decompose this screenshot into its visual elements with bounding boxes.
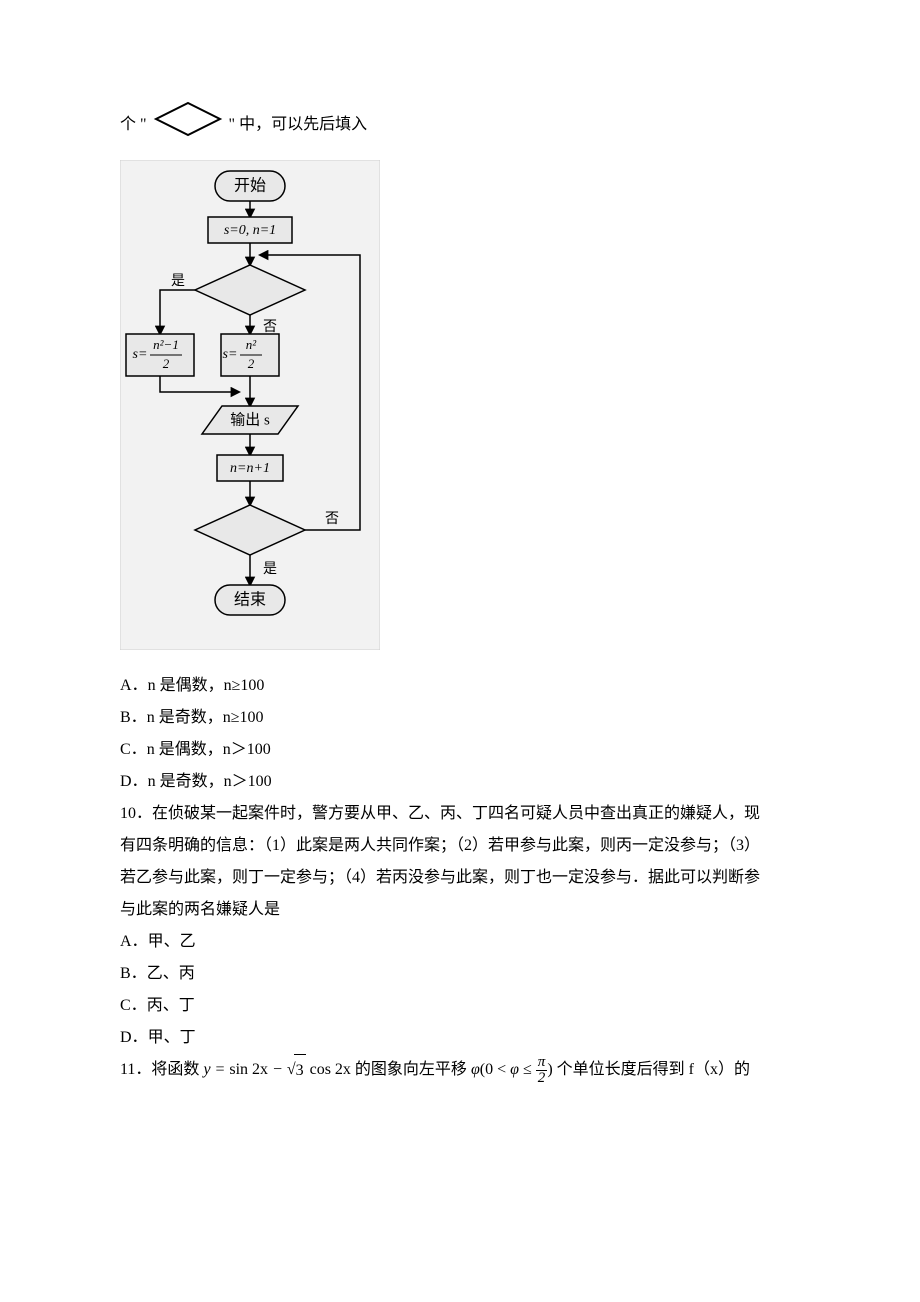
q10-option-b: B．乙、丙: [120, 958, 800, 990]
svg-text:否: 否: [263, 320, 277, 335]
svg-text:是: 是: [171, 274, 185, 289]
q9-options: A．n 是偶数，n≥100 B．n 是奇数，n≥100 C．n 是偶数，n＞10…: [120, 670, 800, 798]
svg-text:是: 是: [263, 562, 277, 577]
q9-option-a: A．n 是偶数，n≥100: [120, 670, 800, 702]
svg-text:n²: n²: [246, 337, 258, 352]
q10-line1: 10．在侦破某一起案件时，警方要从甲、乙、丙、丁四名可疑人员中查出真正的嫌疑人，…: [120, 798, 800, 830]
flowchart-svg: 是否否是 开始s=0, n=1s=n²−12s=n²2输出 sn=n+1结束: [120, 160, 380, 650]
q10-options: A．甲、乙 B．乙、丙 C．丙、丁 D．甲、丁: [120, 926, 800, 1054]
sqrt-icon: √3: [287, 1054, 306, 1087]
svg-text:s=: s=: [223, 347, 238, 362]
q10-option-a: A．甲、乙: [120, 926, 800, 958]
intro-suffix: " 中，可以先后填入: [229, 109, 368, 141]
q9-option-d: D．n 是奇数，n＞100: [120, 766, 800, 798]
q11: 11．将函数 y = sin 2x − √3 cos 2x 的图象向左平移 φ(…: [120, 1054, 800, 1087]
q9-option-c: C．n 是偶数，n＞100: [120, 734, 800, 766]
q10-line2: 有四条明确的信息：（1）此案是两人共同作案；（2）若甲参与此案，则丙一定没参与；…: [120, 830, 800, 862]
svg-text:否: 否: [325, 512, 339, 527]
svg-text:开始: 开始: [234, 177, 266, 195]
intro-prefix: 个 ": [120, 109, 147, 141]
svg-text:n²−1: n²−1: [153, 337, 179, 352]
q10-line3: 若乙参与此案，则丁一定参与；（4）若丙没参与此案，则丁也一定没参与．据此可以判断…: [120, 862, 800, 894]
svg-text:n=n+1: n=n+1: [230, 461, 270, 476]
svg-text:结束: 结束: [234, 591, 266, 609]
svg-text:2: 2: [163, 356, 170, 371]
svg-text:2: 2: [248, 356, 255, 371]
q11-formula: y = sin 2x − √3 cos 2x: [203, 1061, 354, 1078]
diamond-icon: [153, 100, 223, 150]
q11-phi: φ(0 < φ ≤ π2): [471, 1061, 557, 1078]
q9-intro-line: 个 " " 中，可以先后填入: [120, 100, 800, 150]
svg-text:输出 s: 输出 s: [230, 411, 270, 428]
q11-line1: 11．将函数 y = sin 2x − √3 cos 2x 的图象向左平移 φ(…: [120, 1054, 800, 1087]
q10-option-c: C．丙、丁: [120, 990, 800, 1022]
flowchart: 是否否是 开始s=0, n=1s=n²−12s=n²2输出 sn=n+1结束: [120, 160, 800, 662]
q10: 10．在侦破某一起案件时，警方要从甲、乙、丙、丁四名可疑人员中查出真正的嫌疑人，…: [120, 798, 800, 926]
exam-page: 个 " " 中，可以先后填入 是否否是 开始s=0, n=1s=n²−12s=n…: [0, 0, 920, 1302]
q10-option-d: D．甲、丁: [120, 1022, 800, 1054]
svg-text:s=: s=: [133, 347, 148, 362]
svg-text:s=0, n=1: s=0, n=1: [224, 223, 276, 238]
q10-line4: 与此案的两名嫌疑人是: [120, 894, 800, 926]
q9-option-b: B．n 是奇数，n≥100: [120, 702, 800, 734]
